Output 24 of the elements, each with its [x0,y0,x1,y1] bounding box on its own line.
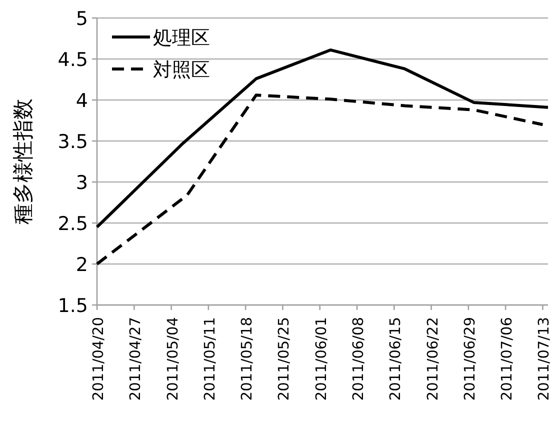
legend-label: 処理区 [153,27,210,49]
y-tick-label: 3.5 [58,131,88,153]
y-tick-label: 3 [76,172,88,194]
y-tick-label: 4.5 [58,49,88,71]
x-tick-label: 2011/05/25 [276,317,293,401]
y-tick-label: 2.5 [58,213,88,235]
x-tick-label: 2011/05/04 [165,317,182,401]
x-tick-label: 2011/04/27 [128,317,144,401]
y-axis-title: 種多様性指数 [11,98,35,224]
y-tick-label: 2 [76,254,88,276]
y-tick-label: 5 [76,8,88,30]
x-tick-label: 2011/04/20 [91,317,107,401]
x-tick-label: 2011/05/11 [202,317,218,401]
x-tick-label: 2011/06/22 [425,317,442,401]
x-tick-label: 2011/07/13 [536,317,553,401]
x-tick-label: 2011/06/08 [350,317,367,401]
x-tick-label: 2011/05/18 [240,317,256,401]
x-tick-label: 2011/06/15 [388,317,404,401]
y-tick-label: 4 [76,90,88,112]
legend-label: 対照区 [153,59,210,81]
x-tick-label: 2011/06/01 [314,317,330,401]
y-tick-label: 1.5 [58,295,88,317]
x-tick-label: 2011/07/06 [500,317,516,401]
x-tick-label: 2011/06/29 [462,317,478,401]
